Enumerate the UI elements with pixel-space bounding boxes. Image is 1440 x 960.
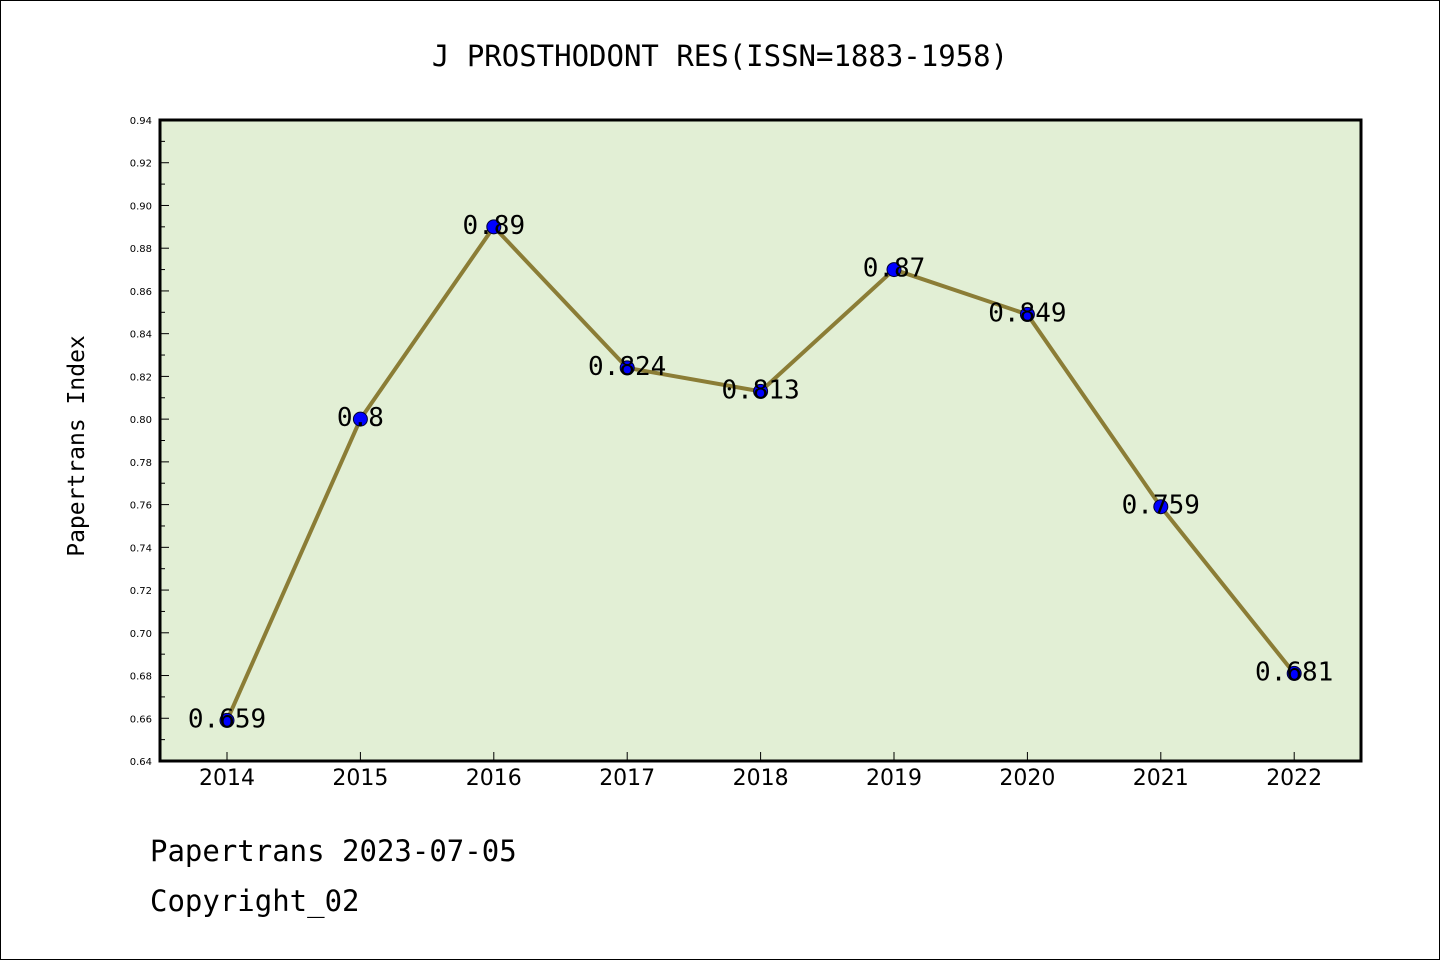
data-point [753, 383, 769, 399]
x-tick-label: 2014 [199, 766, 255, 791]
data-point [1019, 306, 1035, 322]
data-point [1286, 665, 1302, 681]
data-point [1153, 499, 1169, 515]
data-label: 0.8 [337, 403, 384, 433]
y-tick-label: 0.80 [130, 415, 152, 426]
x-tick-label: 2016 [466, 766, 522, 791]
x-tick-label: 2015 [332, 766, 388, 791]
footer-date-line: Papertrans 2023-07-05 [150, 834, 517, 868]
y-tick-label: 0.76 [130, 501, 152, 512]
data-label: 0.87 [863, 254, 926, 284]
data-labels: 0.659 0.8 0.89 0.824 0.813 0.87 0.849 0.759 0.68… [188, 211, 1333, 735]
x-axis: 2014 2015 2016 2017 2018 2019 2020 2021 2022 [199, 752, 1322, 791]
y-tick-label: 0.72 [130, 586, 152, 597]
y-tick-label: 0.84 [130, 330, 152, 341]
plot-area [158, 118, 1363, 763]
data-label: 0.824 [588, 352, 666, 382]
x-tick-label: 2017 [599, 766, 655, 791]
y-tick-label: 0.92 [130, 159, 152, 170]
data-label: 0.813 [721, 375, 799, 405]
footer-copyright: Copyright_02 [150, 884, 360, 918]
y-tick-label: 0.86 [130, 287, 152, 298]
y-tick-label: 0.66 [130, 714, 152, 725]
y-tick-label: 0.68 [130, 672, 152, 683]
data-label: 0.681 [1255, 657, 1333, 687]
y-axis-label: Papertrans Index [64, 335, 90, 557]
series [219, 219, 1302, 728]
y-axis: 0.64 0.66 0.68 0.70 0.72 0.74 0.76 0.78 0.80 0.82… [130, 116, 169, 768]
data-label: 0.849 [988, 298, 1066, 328]
data-point [619, 360, 635, 376]
y-tick-label: 0.70 [130, 629, 152, 640]
x-tick-label: 2021 [1133, 766, 1189, 791]
y-tick-label: 0.90 [130, 201, 152, 212]
data-point [352, 411, 368, 427]
y-tick-label: 0.82 [130, 372, 152, 383]
x-tick-label: 2020 [999, 766, 1055, 791]
data-point [886, 262, 902, 278]
y-tick-label: 0.94 [130, 116, 152, 127]
data-point [219, 712, 235, 728]
x-tick-label: 2022 [1266, 766, 1322, 791]
y-tick-label: 0.64 [130, 757, 152, 768]
data-point [486, 219, 502, 235]
data-label: 0.89 [462, 211, 525, 241]
chart-title: J PROSTHODONT RES(ISSN=1883-1958) [432, 39, 1008, 73]
data-label: 0.759 [1122, 491, 1200, 521]
data-label: 0.659 [188, 704, 266, 734]
x-tick-label: 2019 [866, 766, 922, 791]
y-tick-label: 0.74 [130, 543, 152, 554]
y-tick-label: 0.78 [130, 458, 152, 469]
x-tick-label: 2018 [733, 766, 789, 791]
y-tick-label: 0.88 [130, 244, 152, 255]
